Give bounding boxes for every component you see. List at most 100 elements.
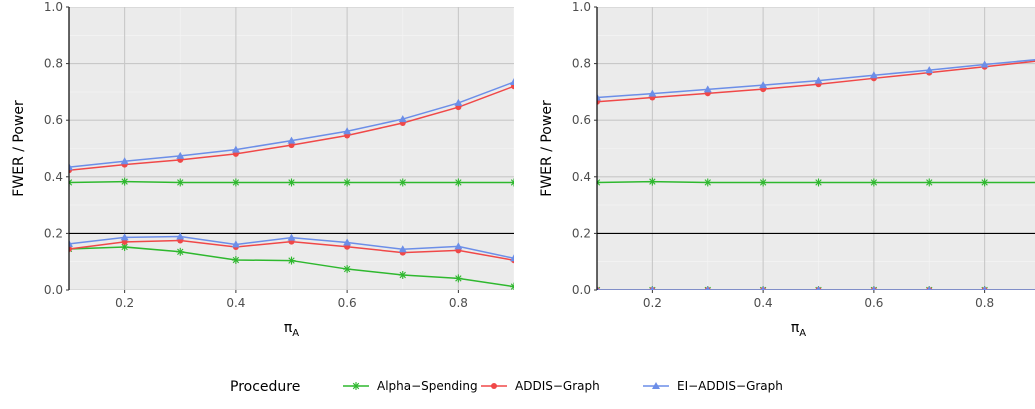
y-tick-label: 0.8	[572, 57, 591, 71]
legend-items: Alpha−Spending ADDIS−Graph EI−ADDIS−Graph	[343, 379, 783, 393]
data-point	[980, 60, 989, 68]
x-tick-label: 0.8	[449, 296, 468, 310]
data-point	[287, 178, 296, 187]
data-point	[925, 178, 934, 187]
legend-item: EI−ADDIS−Graph	[643, 379, 783, 393]
data-point	[398, 115, 407, 123]
data-point	[69, 163, 73, 171]
data-point	[510, 77, 514, 85]
data-point	[980, 178, 989, 187]
data-point	[398, 245, 407, 253]
data-point	[869, 178, 878, 187]
data-point	[343, 178, 352, 187]
data-point	[814, 76, 823, 84]
data-point	[231, 256, 240, 265]
data-point	[982, 286, 987, 290]
y-tick-label: 0.8	[44, 57, 63, 71]
data-point	[69, 178, 73, 187]
data-point	[597, 93, 601, 101]
legend-title: Procedure	[230, 379, 300, 395]
data-point	[176, 232, 185, 240]
data-point	[69, 239, 73, 247]
x-axis-title: πA	[791, 320, 806, 339]
x-tick-label: 0.8	[975, 296, 994, 310]
y-tick-label: 1.0	[44, 0, 63, 14]
y-axis-title: FWER / Power	[539, 100, 555, 197]
data-point	[120, 157, 129, 165]
data-point	[648, 89, 657, 97]
data-point	[454, 98, 463, 106]
legend-label: Alpha−Spending	[377, 379, 478, 393]
data-point	[816, 286, 821, 290]
data-point	[510, 178, 514, 187]
data-point	[288, 142, 295, 149]
data-point	[760, 286, 766, 290]
data-point	[869, 71, 878, 79]
gridlines	[597, 7, 1035, 290]
x-tick-label: 0.2	[115, 296, 134, 310]
data-point	[343, 127, 352, 135]
y-tick-label: 0.2	[572, 226, 591, 240]
y-tick-label: 1.0	[572, 0, 591, 14]
y-tick-label: 0.4	[572, 170, 591, 184]
x-tick-label: 0.4	[226, 296, 245, 310]
data-point	[926, 286, 932, 290]
series-group	[597, 59, 1035, 290]
y-axis-title: FWER / Power	[11, 100, 27, 197]
x-tick-label: 0.4	[754, 296, 773, 310]
data-point	[120, 233, 129, 241]
y-tick-label: 0.4	[44, 170, 63, 184]
legend-item: Alpha−Spending	[343, 379, 478, 393]
legend-key-marker	[352, 382, 360, 390]
data-point	[398, 178, 407, 187]
data-point	[510, 254, 514, 262]
data-point	[597, 178, 601, 187]
left-panel: 0.0 0.2 0.4 0.6 0.8 1.0 0.2 0.4 0.6 0.8 πA FWER / P…	[11, 0, 514, 339]
data-point	[703, 85, 712, 93]
data-point	[231, 145, 240, 153]
right-panel: 0.0 0.2 0.4 0.6 0.8 1.0 0.2 0.4 0.6 0.8 πA FWER / P…	[539, 0, 1035, 339]
data-point	[287, 233, 296, 241]
data-point	[703, 178, 712, 187]
x-tick-label: 0.6	[864, 296, 883, 310]
data-point	[454, 178, 463, 187]
legend-label: ADDIS−Graph	[515, 379, 600, 393]
data-point	[121, 238, 128, 245]
data-point	[176, 151, 185, 159]
data-point	[120, 177, 129, 186]
data-point	[176, 247, 185, 256]
x-tick-label: 0.6	[338, 296, 357, 310]
data-point	[925, 66, 934, 74]
data-point	[814, 178, 823, 187]
y-tick-label: 0.0	[44, 283, 63, 297]
data-point	[705, 286, 711, 290]
y-tick-label: 0.6	[572, 113, 591, 127]
y-tick-label: 0.0	[572, 283, 591, 297]
data-point	[510, 282, 514, 290]
data-point	[650, 286, 655, 290]
x-tick-label: 0.2	[643, 296, 662, 310]
data-point	[176, 178, 185, 187]
data-point	[231, 240, 240, 248]
x-axis-title: πA	[284, 320, 299, 339]
legend-key-marker	[652, 382, 660, 389]
data-point	[759, 178, 768, 187]
data-point	[343, 265, 352, 274]
data-point	[648, 177, 657, 186]
data-point	[231, 178, 240, 187]
data-point	[287, 136, 296, 144]
legend-label: EI−ADDIS−Graph	[677, 379, 783, 393]
y-tick-label: 0.6	[44, 113, 63, 127]
data-point	[398, 271, 407, 280]
data-point	[343, 238, 352, 246]
data-point	[69, 245, 72, 252]
data-point	[287, 256, 296, 265]
legend-item: ADDIS−Graph	[481, 379, 600, 393]
data-point	[454, 242, 463, 250]
data-point	[871, 286, 877, 290]
legend-key-marker	[491, 383, 497, 389]
y-tick-label: 0.2	[44, 226, 63, 240]
series-group	[69, 77, 514, 290]
legend: Procedure Alpha−Spending ADDIS−Graph EI−AD…	[230, 379, 783, 395]
